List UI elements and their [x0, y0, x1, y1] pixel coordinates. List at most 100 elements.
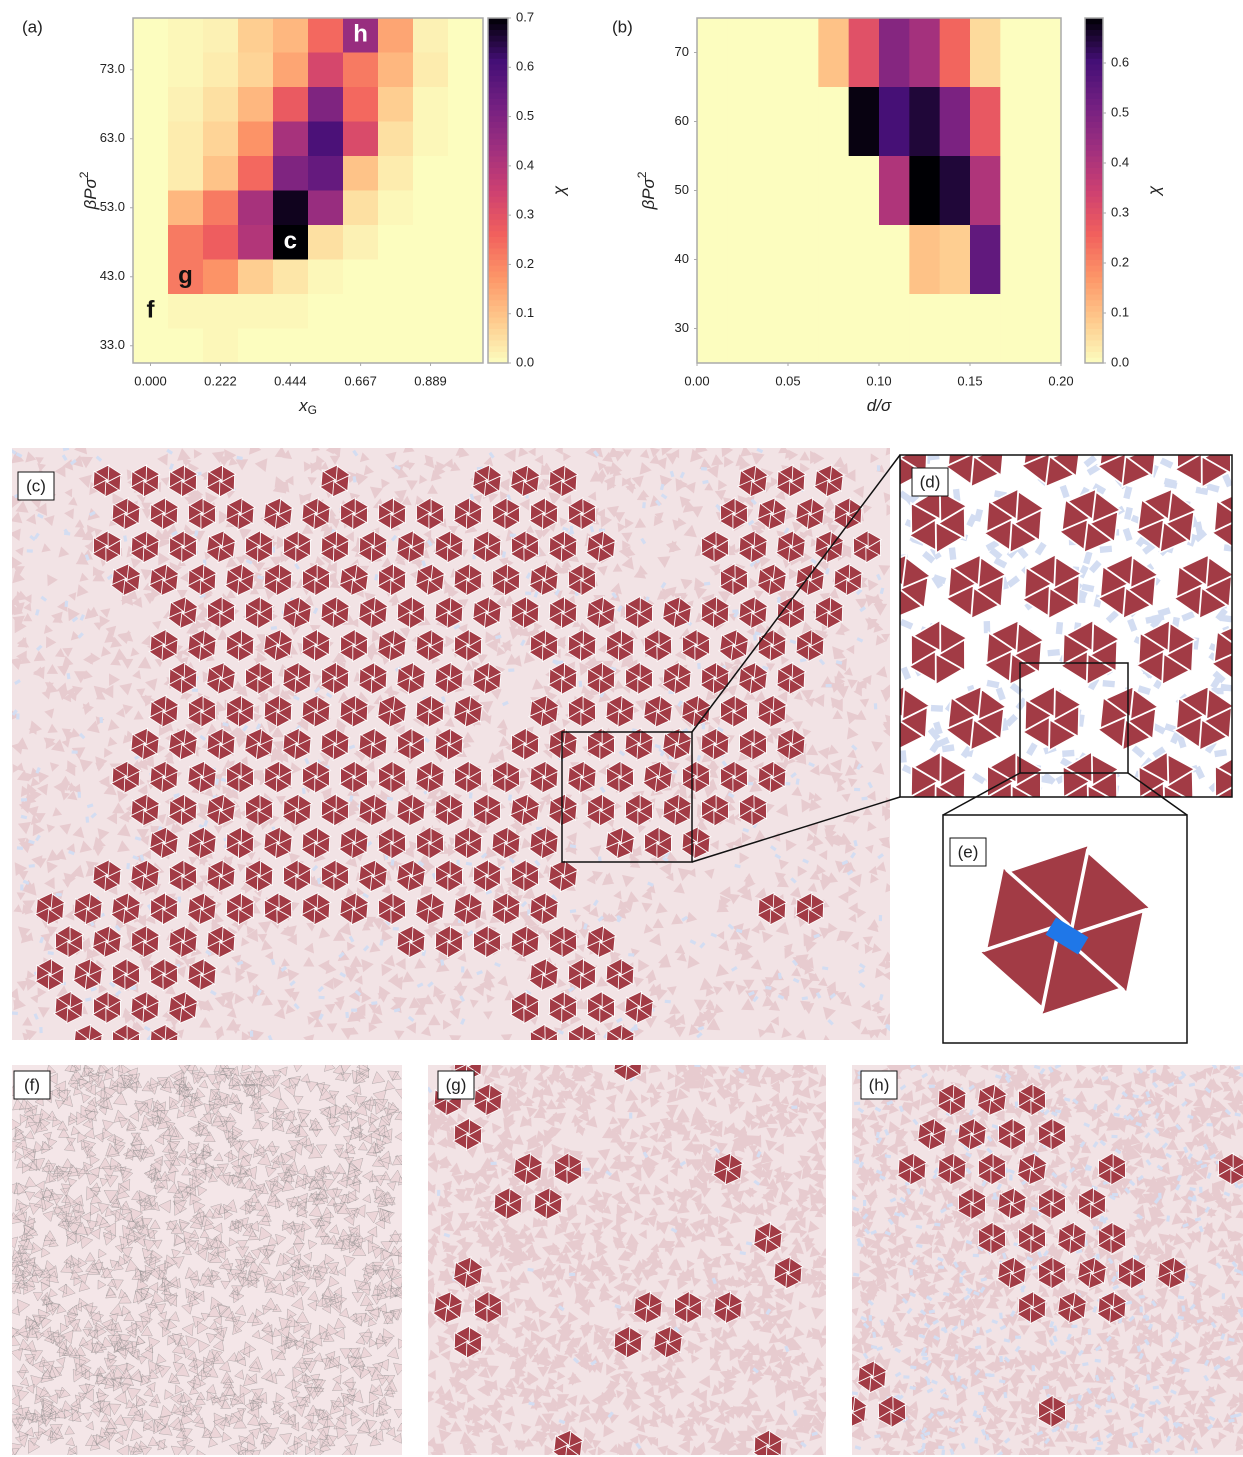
annotation: f — [147, 297, 156, 324]
heat-cell — [413, 122, 449, 157]
heat-cell — [818, 156, 849, 226]
heat-cell — [818, 87, 849, 157]
heat-cell — [378, 53, 414, 88]
colorbar-step — [488, 265, 508, 271]
heat-cell — [879, 156, 910, 226]
heat-cell — [238, 260, 274, 295]
colorbar-step — [488, 219, 508, 225]
colorbar-step — [488, 346, 508, 352]
colorbar-step — [1085, 340, 1103, 346]
heat-cell — [909, 225, 940, 295]
heat-cell — [448, 156, 484, 191]
y-tick-label: 43.0 — [100, 268, 125, 283]
colorbar-step — [1085, 271, 1103, 277]
heat-cell — [343, 225, 379, 260]
colorbar-step — [488, 306, 508, 312]
heat-cell — [413, 329, 449, 364]
heat-cell — [788, 18, 819, 88]
panel-label: (b) — [612, 17, 633, 36]
heat-cell — [343, 87, 379, 122]
heat-cell — [970, 156, 1001, 226]
colorbar-step — [1085, 208, 1103, 214]
colorbar-step — [1085, 87, 1103, 93]
y-axis-label-main: βPσ — [639, 177, 658, 210]
heat-cell — [448, 53, 484, 88]
colorbar-step — [488, 47, 508, 53]
colorbar-step — [488, 24, 508, 30]
annotation: g — [178, 262, 193, 289]
heat-cell — [378, 156, 414, 191]
colorbar-step — [488, 64, 508, 70]
heat-cell — [413, 294, 449, 329]
y-tick-label: 33.0 — [100, 337, 125, 352]
heat-cell — [1000, 156, 1031, 226]
panel-label: (h) — [869, 1075, 890, 1094]
heat-cell — [1031, 225, 1062, 295]
colorbar-step — [488, 81, 508, 87]
heat-cell — [1000, 87, 1031, 157]
colorbar-step — [488, 300, 508, 306]
heat-cell — [970, 294, 1001, 364]
x-tick-label: 0.222 — [204, 373, 237, 388]
colorbar-step — [1085, 231, 1103, 237]
colorbar-step — [1085, 110, 1103, 116]
heat-cell — [1031, 18, 1062, 88]
colorbar-step — [488, 334, 508, 340]
heat-cell — [273, 294, 309, 329]
colorbar-step — [488, 35, 508, 41]
heat-cell — [448, 191, 484, 226]
colorbar-step — [1085, 329, 1103, 335]
heat-cell — [238, 294, 274, 329]
figure: 0.0000.2220.4440.6670.88933.043.053.063.… — [0, 0, 1243, 1457]
colorbar-tick-label: 0.4 — [1111, 154, 1129, 169]
colorbar-tick-label: 0.2 — [1111, 254, 1129, 269]
colorbar-step — [1085, 334, 1103, 340]
heat-cell — [448, 225, 484, 260]
heat-cell — [203, 329, 239, 364]
colorbar-step — [1085, 219, 1103, 225]
colorbar-tick-label: 0.3 — [1111, 204, 1129, 219]
colorbar-step — [488, 156, 508, 162]
colorbar-step — [488, 196, 508, 202]
heat-cell — [697, 294, 728, 364]
colorbar-step — [1085, 202, 1103, 208]
colorbar-step — [1085, 156, 1103, 162]
colorbar-step — [488, 127, 508, 133]
heat-cell — [378, 18, 414, 53]
heat-cell — [308, 18, 344, 53]
colorbar-step — [1085, 139, 1103, 145]
colorbar-step — [1085, 145, 1103, 151]
x-tick-label: 0.00 — [684, 373, 709, 388]
heat-cell — [308, 87, 344, 122]
y-axis-label: βPσ2 — [635, 171, 658, 210]
heat-cell — [308, 260, 344, 295]
heat-cell — [758, 156, 789, 226]
heat-cell — [758, 294, 789, 364]
colorbar-step — [1085, 127, 1103, 133]
panel-label: (d) — [920, 472, 941, 491]
colorbar-step — [1085, 306, 1103, 312]
x-axis-label: xG — [298, 396, 317, 417]
heat-cell — [133, 122, 169, 157]
heat-cell — [378, 294, 414, 329]
panel-label: (c) — [26, 476, 46, 495]
heat-cell — [788, 294, 819, 364]
colorbar-step — [1085, 18, 1103, 24]
colorbar-step — [488, 179, 508, 185]
y-tick-label: 63.0 — [100, 130, 125, 145]
colorbar-step — [1085, 162, 1103, 168]
snapshot — [421, 1049, 832, 1457]
annotation: c — [284, 228, 297, 255]
heat-cell — [940, 225, 971, 295]
heat-cell — [133, 18, 169, 53]
colorbar-step — [488, 116, 508, 122]
colorbar-step — [488, 150, 508, 156]
colorbar-step — [1085, 41, 1103, 47]
heat-cell — [273, 156, 309, 191]
heat-cell — [727, 87, 758, 157]
heat-cell — [308, 53, 344, 88]
colorbar-step — [488, 340, 508, 346]
colorbar-step — [488, 248, 508, 254]
colorbar-step — [488, 208, 508, 214]
